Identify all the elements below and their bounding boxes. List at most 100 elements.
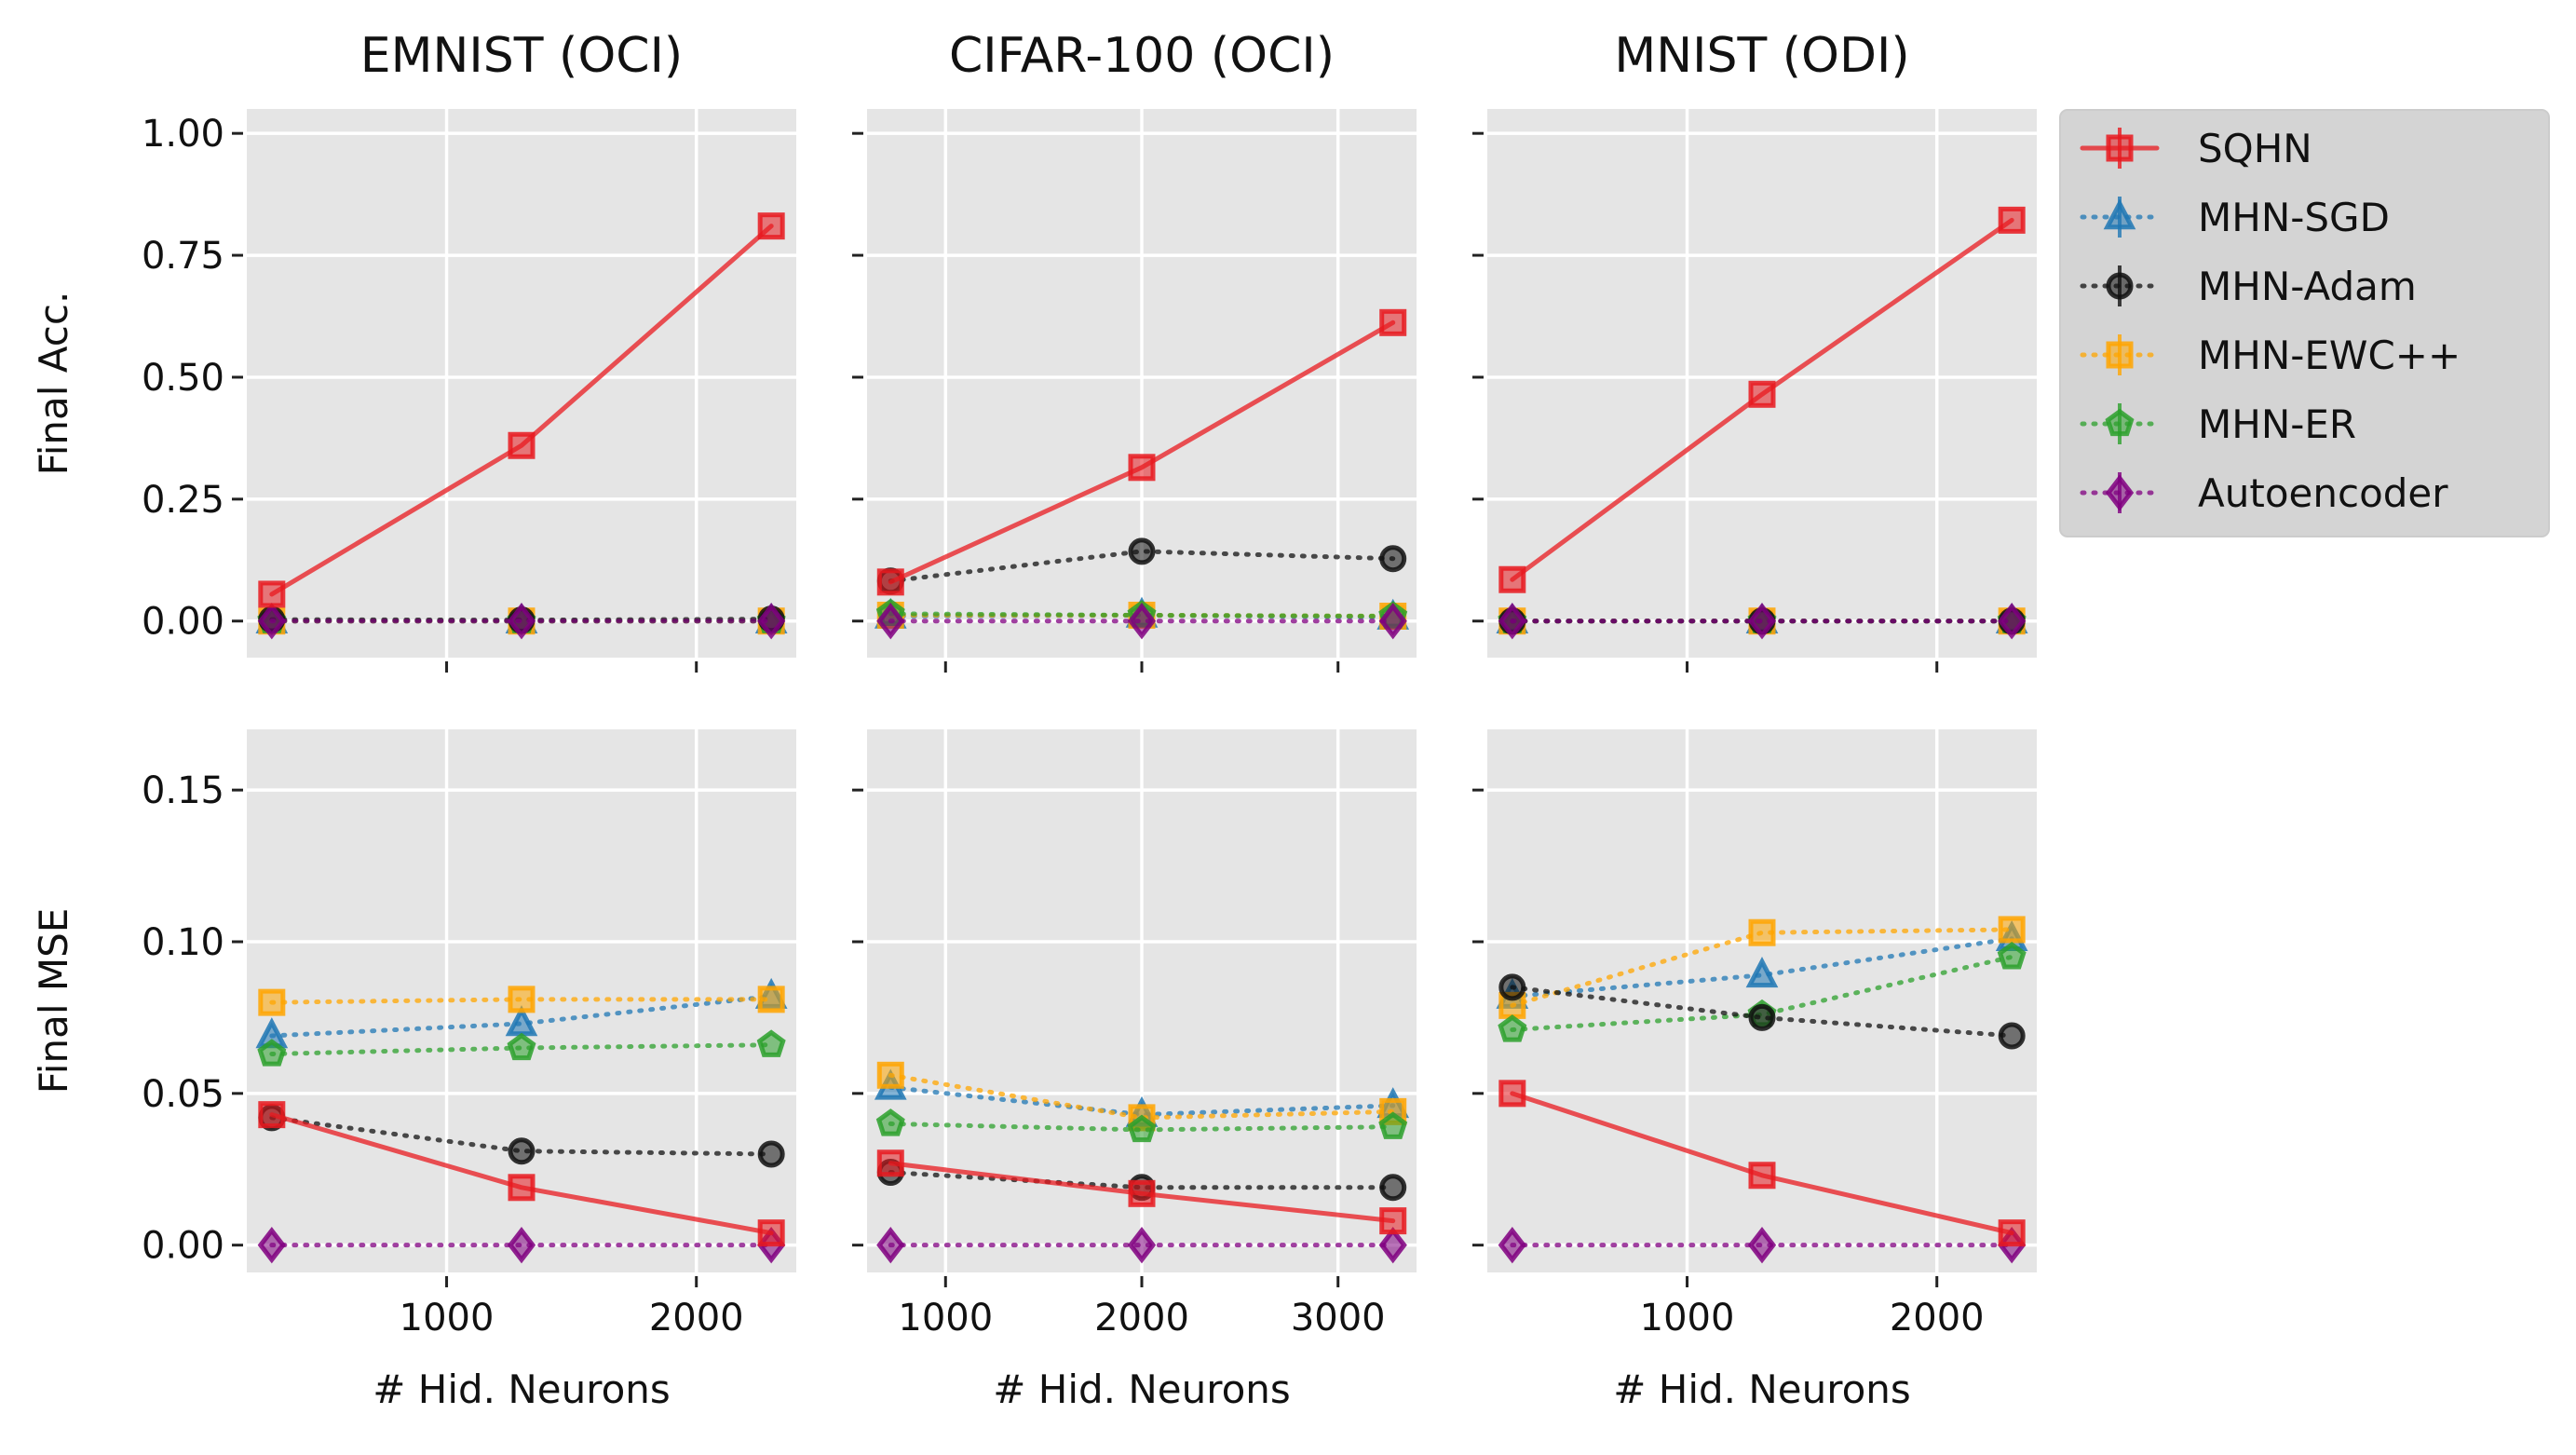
series-mhn-ewc xyxy=(258,986,785,1016)
data-point xyxy=(1748,918,1776,946)
series-autoencoder xyxy=(876,1226,1407,1264)
data-point xyxy=(1745,957,1779,988)
data-point xyxy=(508,1174,536,1202)
panel-cifar-mse: 1000 2000 3000# Hid. Neurons xyxy=(852,729,1417,1412)
y-tick-label: 1.00 xyxy=(142,113,224,156)
data-point xyxy=(1498,1014,1527,1042)
legend-entry-mhn-er: MHN-ER xyxy=(2080,401,2356,447)
data-point xyxy=(757,1219,785,1247)
data-point xyxy=(1748,1162,1776,1190)
series-mhn-er xyxy=(257,1029,786,1067)
legend-entry-mhn-adam: MHN-Adam xyxy=(2080,264,2417,309)
x-tick-label: 1000 xyxy=(1640,1297,1735,1339)
data-point xyxy=(1998,206,2026,234)
x-tick-label: 2000 xyxy=(1890,1297,1985,1339)
data-point xyxy=(258,580,286,608)
data-point xyxy=(757,212,785,240)
legend: SQHN MHN-SGD MHN-Adam MHN-EWC++ MHN-ER Autoen… xyxy=(2059,109,2550,537)
data-point xyxy=(1748,1003,1776,1031)
panel-title: MNIST (ODI) xyxy=(1614,28,1909,84)
data-point xyxy=(1998,603,2027,640)
y-tick-label: 0.25 xyxy=(142,479,224,522)
data-point xyxy=(1378,603,1407,640)
data-point xyxy=(1498,603,1526,640)
legend-label: MHN-Adam xyxy=(2198,264,2417,309)
data-point xyxy=(1998,1022,2026,1050)
data-point xyxy=(508,1137,536,1165)
data-point xyxy=(1998,916,2026,944)
x-tick-label: 2000 xyxy=(649,1297,744,1339)
data-point xyxy=(258,988,286,1016)
legend-marker xyxy=(2106,341,2134,369)
y-axis-label: Final MSE xyxy=(31,908,76,1095)
data-point xyxy=(1498,973,1526,1001)
data-point xyxy=(757,986,785,1013)
legend-marker xyxy=(2106,134,2134,162)
plot-background xyxy=(247,109,796,658)
legend-marker xyxy=(2106,272,2134,300)
series-mhn-adam xyxy=(1498,973,2026,1050)
data-point xyxy=(507,603,536,640)
y-tick-label: 0.00 xyxy=(142,601,224,644)
data-point xyxy=(508,986,536,1013)
legend-box xyxy=(2059,109,2550,537)
data-point xyxy=(1128,537,1156,565)
series-sqhn xyxy=(876,1149,1407,1235)
panel-emnist-acc: 0.00 0.25 0.50 0.75 1.00 EMNIST (OCI) Final Ac… xyxy=(31,28,796,673)
y-tick-label: 0.10 xyxy=(142,921,224,964)
legend-entry-autoencoder: Autoencoder xyxy=(2080,470,2448,516)
panel-cifar-acc: CIFAR-100 (OCI) xyxy=(852,28,1417,673)
data-point xyxy=(1498,1226,1526,1264)
x-tick-label: 1000 xyxy=(400,1297,495,1339)
series-mhn-er xyxy=(875,1108,1408,1143)
series-sqhn xyxy=(258,1101,785,1247)
data-point xyxy=(876,568,904,596)
data-point xyxy=(875,1108,905,1136)
data-point xyxy=(1498,565,1526,593)
data-point xyxy=(757,1140,785,1168)
x-axis-label: # Hid. Neurons xyxy=(1613,1367,1911,1412)
data-point xyxy=(1379,308,1407,336)
data-point xyxy=(876,603,905,640)
series-sqhn xyxy=(876,308,1407,596)
series-sqhn xyxy=(1498,1080,2026,1247)
y-axis-label: Final Acc. xyxy=(31,292,76,476)
data-point xyxy=(757,603,786,640)
data-point xyxy=(1748,380,1776,408)
legend-entry-mhn-sgd: MHN-SGD xyxy=(2080,195,2390,240)
data-point xyxy=(1379,1174,1407,1202)
x-tick-label: 1000 xyxy=(898,1297,993,1339)
y-tick-label: 0.00 xyxy=(142,1225,224,1268)
data-point xyxy=(876,1149,904,1177)
data-point xyxy=(1997,941,2027,970)
data-point xyxy=(1379,545,1407,573)
x-tick-label: 3000 xyxy=(1291,1297,1386,1339)
data-point xyxy=(1378,1226,1407,1264)
data-point xyxy=(1128,454,1156,482)
legend-label: MHN-SGD xyxy=(2198,195,2390,240)
data-point xyxy=(258,1101,286,1129)
legend-label: MHN-ER xyxy=(2198,401,2356,447)
data-point xyxy=(876,1226,905,1264)
data-point xyxy=(257,1226,286,1264)
legend-marker xyxy=(2105,408,2135,437)
y-tick-label: 0.05 xyxy=(142,1073,224,1116)
panel-mnist-acc: MNIST (ODI) xyxy=(1472,28,2037,673)
data-point xyxy=(1127,1226,1157,1264)
legend-label: SQHN xyxy=(2198,126,2312,171)
legend-marker xyxy=(2105,474,2135,511)
data-point xyxy=(507,1032,536,1061)
legend-entry-sqhn: SQHN xyxy=(2080,126,2312,171)
data-point xyxy=(1128,1179,1156,1207)
legend-marker xyxy=(2103,198,2136,230)
legend-entry-mhn-ewc: MHN-EWC++ xyxy=(2080,333,2461,378)
x-axis-label: # Hid. Neurons xyxy=(373,1367,671,1412)
data-point xyxy=(257,1039,287,1067)
x-tick-label: 2000 xyxy=(1094,1297,1189,1339)
data-point xyxy=(1747,603,1777,640)
data-point xyxy=(1498,1080,1526,1108)
panel-title: EMNIST (OCI) xyxy=(360,28,683,84)
data-point xyxy=(1378,1111,1408,1139)
panel-emnist-mse: 1000 2000 0.00 0.05 0.10 0.15 Final MSE # Hid. … xyxy=(31,729,796,1412)
data-point xyxy=(507,1226,536,1264)
